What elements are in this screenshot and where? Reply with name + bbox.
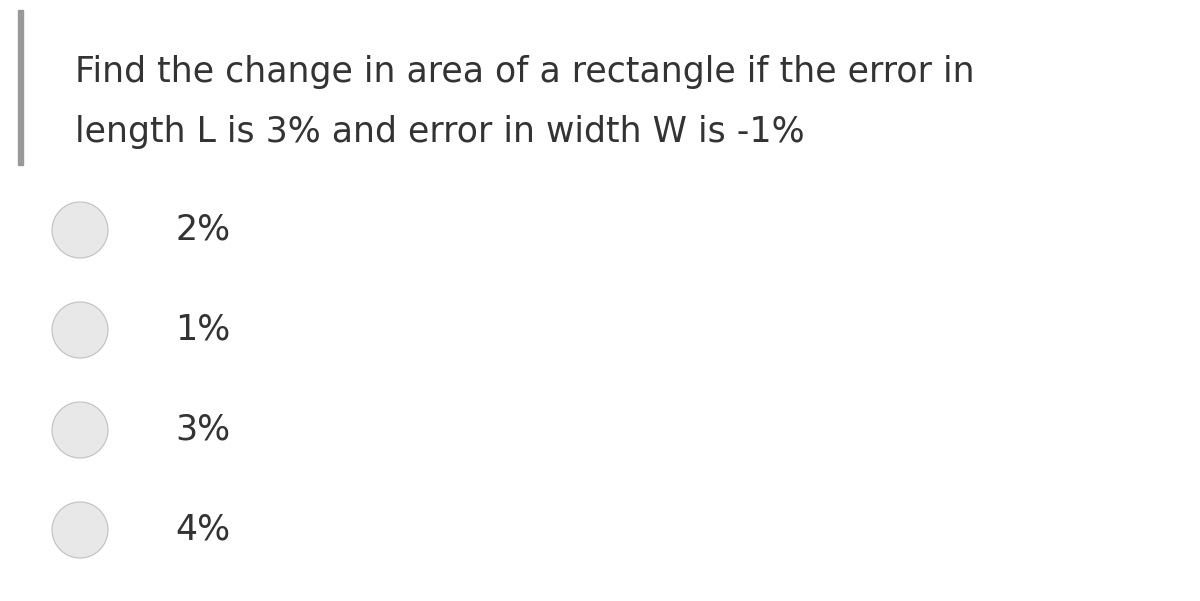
Circle shape — [52, 502, 108, 558]
Text: length L is 3% and error in width W is -1%: length L is 3% and error in width W is -… — [74, 115, 805, 149]
Bar — [18, 10, 23, 165]
Text: Find the change in area of a rectangle if the error in: Find the change in area of a rectangle i… — [74, 55, 974, 89]
Circle shape — [52, 402, 108, 458]
Circle shape — [52, 202, 108, 258]
Text: 1%: 1% — [175, 313, 230, 347]
Text: 3%: 3% — [175, 413, 230, 447]
Text: 4%: 4% — [175, 513, 230, 547]
Text: 2%: 2% — [175, 213, 230, 247]
Circle shape — [52, 302, 108, 358]
